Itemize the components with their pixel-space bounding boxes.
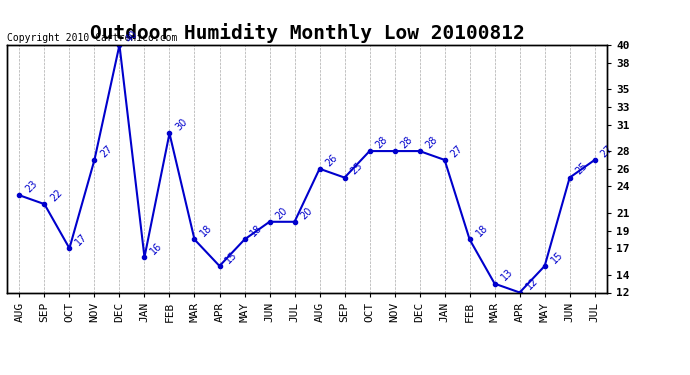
Text: 15: 15: [549, 249, 564, 265]
Text: 28: 28: [374, 135, 390, 150]
Title: Outdoor Humidity Monthly Low 20100812: Outdoor Humidity Monthly Low 20100812: [90, 24, 524, 44]
Text: 16: 16: [148, 241, 164, 256]
Text: 12: 12: [524, 276, 540, 292]
Text: Copyright 2010 Cartrenico.com: Copyright 2010 Cartrenico.com: [7, 33, 177, 42]
Text: 18: 18: [248, 223, 264, 238]
Text: 27: 27: [99, 143, 115, 159]
Text: 26: 26: [324, 152, 339, 168]
Text: 15: 15: [224, 249, 239, 265]
Text: 23: 23: [23, 178, 39, 195]
Text: 27: 27: [448, 143, 464, 159]
Text: 20: 20: [274, 205, 290, 221]
Text: 13: 13: [499, 267, 515, 283]
Text: 25: 25: [348, 161, 364, 177]
Text: 20: 20: [299, 205, 315, 221]
Text: 28: 28: [399, 135, 415, 150]
Text: 28: 28: [424, 135, 440, 150]
Text: 17: 17: [74, 232, 90, 248]
Text: 18: 18: [474, 223, 489, 238]
Text: 18: 18: [199, 223, 215, 238]
Text: 40: 40: [124, 28, 139, 44]
Text: 22: 22: [48, 188, 64, 203]
Text: 25: 25: [574, 161, 590, 177]
Text: 30: 30: [174, 117, 189, 133]
Text: 27: 27: [599, 143, 615, 159]
